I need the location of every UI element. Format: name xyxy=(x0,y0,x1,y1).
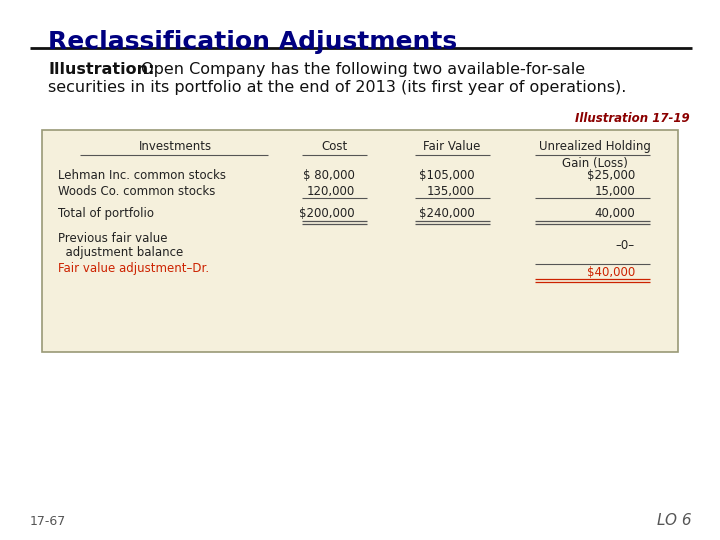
Text: Woods Co. common stocks: Woods Co. common stocks xyxy=(58,185,215,198)
Text: Illustration:: Illustration: xyxy=(48,62,155,77)
Text: Reclassification Adjustments: Reclassification Adjustments xyxy=(48,30,457,54)
Text: $200,000: $200,000 xyxy=(300,207,355,220)
Text: 40,000: 40,000 xyxy=(594,207,635,220)
Text: Unrealized Holding
Gain (Loss): Unrealized Holding Gain (Loss) xyxy=(539,140,651,170)
Text: securities in its portfolio at the end of 2013 (its first year of operations).: securities in its portfolio at the end o… xyxy=(48,80,626,95)
Text: 120,000: 120,000 xyxy=(307,185,355,198)
Text: 135,000: 135,000 xyxy=(427,185,475,198)
Text: $105,000: $105,000 xyxy=(419,169,475,182)
Text: Cost: Cost xyxy=(322,140,348,153)
Text: $40,000: $40,000 xyxy=(587,266,635,279)
Text: Total of portfolio: Total of portfolio xyxy=(58,207,154,220)
Text: Previous fair value: Previous fair value xyxy=(58,232,168,245)
Text: Fair Value: Fair Value xyxy=(423,140,481,153)
FancyBboxPatch shape xyxy=(42,130,678,352)
Text: –0–: –0– xyxy=(616,239,635,252)
Text: Illustration 17-19: Illustration 17-19 xyxy=(575,112,690,125)
Text: 15,000: 15,000 xyxy=(594,185,635,198)
Text: Fair value adjustment–Dr.: Fair value adjustment–Dr. xyxy=(58,262,209,275)
Text: adjustment balance: adjustment balance xyxy=(58,246,184,259)
Text: $25,000: $25,000 xyxy=(587,169,635,182)
Text: Lehman Inc. common stocks: Lehman Inc. common stocks xyxy=(58,169,226,182)
Text: $240,000: $240,000 xyxy=(419,207,475,220)
Text: Open Company has the following two available-for-sale: Open Company has the following two avail… xyxy=(136,62,585,77)
Text: $ 80,000: $ 80,000 xyxy=(303,169,355,182)
Text: Investments: Investments xyxy=(138,140,212,153)
Text: 17-67: 17-67 xyxy=(30,515,66,528)
Text: LO 6: LO 6 xyxy=(657,513,692,528)
